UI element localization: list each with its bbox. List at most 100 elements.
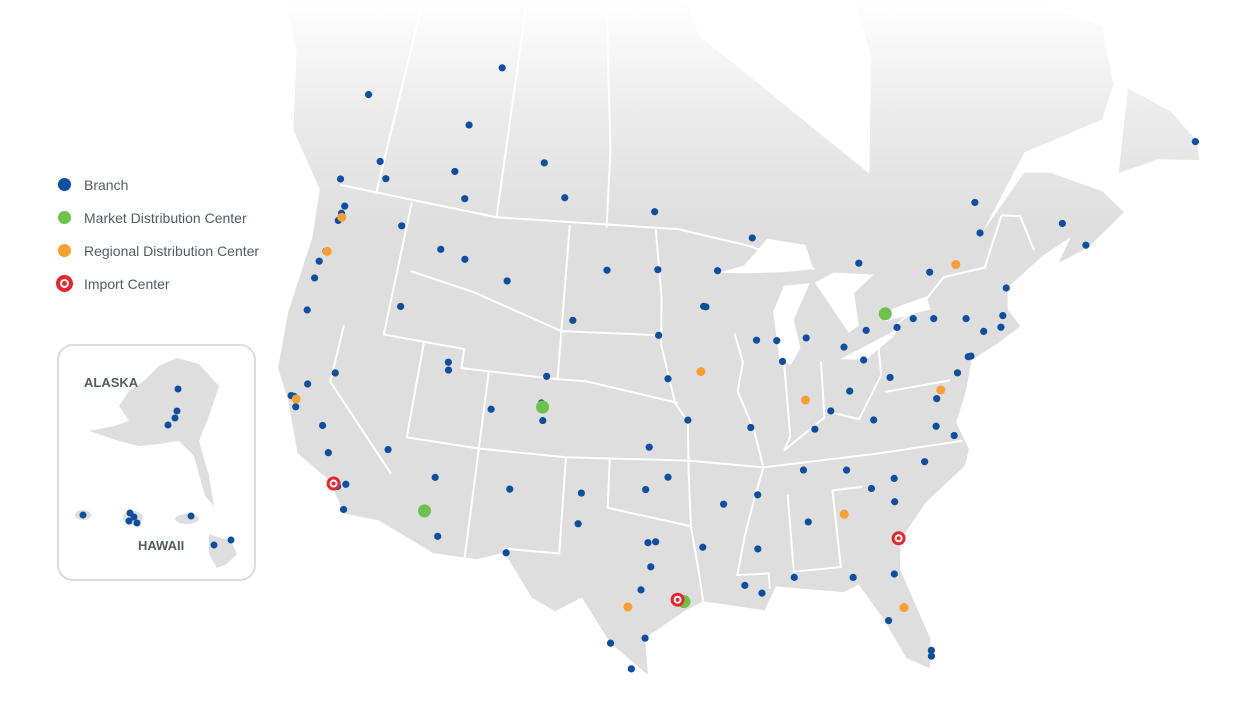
branch-marker <box>886 373 894 382</box>
branch-marker <box>461 195 469 203</box>
branch-marker <box>465 121 473 129</box>
import-center-marker-core <box>331 481 336 486</box>
import-center-marker-core <box>675 597 680 602</box>
branch-marker <box>1002 284 1010 292</box>
branch-marker <box>893 323 901 332</box>
branch-marker <box>642 485 650 494</box>
branch-marker <box>324 449 332 457</box>
branch-marker <box>444 366 453 374</box>
branch-marker <box>606 639 615 647</box>
branch-marker <box>539 416 547 425</box>
branch-marker <box>846 387 854 395</box>
regional-distribution-center-marker <box>337 212 347 222</box>
branch-marker <box>962 315 970 323</box>
regional-distribution-center-marker <box>899 603 909 613</box>
regional-distribution-center-marker <box>801 395 811 405</box>
branch-marker <box>382 175 390 183</box>
branch-marker <box>187 512 195 520</box>
branch-marker <box>664 375 672 383</box>
branch-marker <box>174 385 182 393</box>
regional-distribution-center-marker <box>623 602 633 612</box>
branch-marker <box>964 353 972 361</box>
branch-marker <box>506 485 514 493</box>
branch-marker <box>862 326 870 334</box>
branch-marker <box>699 543 707 551</box>
branch-marker <box>487 405 495 413</box>
regional-distribution-center-marker <box>839 509 849 519</box>
market-distribution-center-marker <box>878 307 892 321</box>
branch-marker <box>627 665 635 673</box>
branch-marker <box>210 541 218 549</box>
branch-marker <box>502 549 510 557</box>
branch-marker <box>890 570 898 578</box>
branch-marker <box>890 474 898 483</box>
branch-marker <box>292 403 300 411</box>
branch-marker <box>778 357 787 366</box>
regional-distribution-center-marker <box>322 246 332 256</box>
branch-marker <box>315 257 323 265</box>
legend-label: Regional Distribution Center <box>84 242 260 259</box>
branch-marker <box>1191 138 1199 146</box>
branch-marker <box>574 520 582 528</box>
lake-superior <box>718 238 814 274</box>
branch-marker <box>790 573 798 581</box>
branch-marker <box>930 315 938 323</box>
branch-marker <box>498 64 506 72</box>
alaska-label: ALASKA <box>84 375 139 390</box>
state-border <box>885 379 951 393</box>
branch-marker <box>799 466 808 474</box>
inset-map <box>75 358 237 568</box>
branch-marker <box>303 306 311 314</box>
market-distribution-center-marker <box>417 504 431 518</box>
branch-marker <box>827 407 835 415</box>
regional-distribution-center-marker <box>951 260 961 270</box>
market-dc-dot-icon <box>58 211 71 224</box>
regional-distribution-center-marker <box>696 367 706 377</box>
branch-marker <box>540 159 548 167</box>
branch-marker <box>811 425 819 433</box>
branch-marker <box>720 500 728 508</box>
branch-marker <box>1082 241 1090 249</box>
regional-dc-dot-icon <box>58 244 71 257</box>
branch-marker <box>980 327 988 336</box>
branch-marker <box>891 498 899 506</box>
branch-marker <box>684 416 692 424</box>
branch-marker <box>802 334 810 342</box>
branch-marker <box>384 445 392 454</box>
branch-marker <box>773 337 781 345</box>
legend-item-import-center: Import Center <box>56 267 259 300</box>
branch-marker <box>842 466 851 474</box>
branch-marker <box>397 302 405 311</box>
branch-marker <box>870 416 878 424</box>
branch-marker <box>840 343 848 351</box>
branch-marker <box>885 616 893 625</box>
branch-marker <box>130 513 138 521</box>
branch-marker <box>713 267 722 275</box>
import-center-marker-core <box>896 536 901 541</box>
branch-marker <box>339 505 348 514</box>
branch-marker <box>164 421 172 429</box>
regional-distribution-center-marker <box>291 394 301 404</box>
branch-marker <box>867 484 876 493</box>
branch-marker <box>926 268 934 276</box>
branch-marker <box>651 208 659 216</box>
branch-marker <box>741 581 749 589</box>
import-center-target-icon <box>56 275 73 292</box>
lake-huron <box>814 272 874 333</box>
state-border <box>786 485 863 573</box>
branch-marker <box>637 586 645 594</box>
branch-marker <box>641 634 649 642</box>
branch-marker <box>431 473 439 481</box>
branch-marker <box>933 395 941 403</box>
branch-marker <box>950 431 958 440</box>
branch-marker <box>569 316 577 324</box>
branch-marker <box>461 255 469 263</box>
state-border <box>405 342 963 469</box>
branch-marker <box>336 175 345 183</box>
branch-marker <box>1058 219 1066 228</box>
state-border <box>410 270 662 337</box>
branch-marker <box>664 473 672 481</box>
hawaii-island <box>175 514 199 524</box>
legend-item-branch: Branch <box>58 168 259 201</box>
market-distribution-center-marker <box>536 400 550 414</box>
